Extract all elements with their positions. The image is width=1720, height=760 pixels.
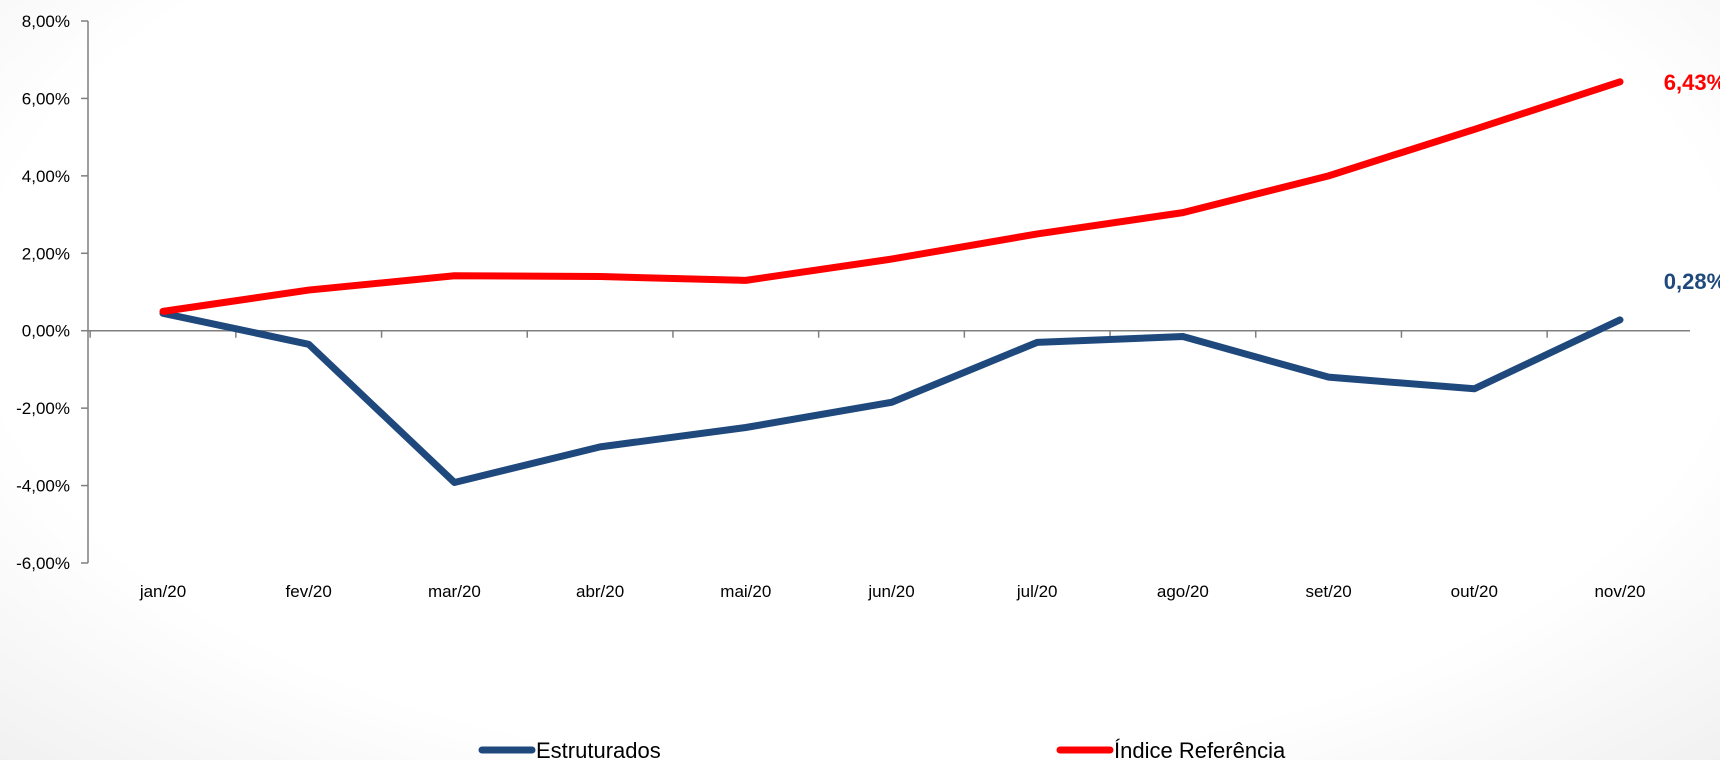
x-tick-label: mai/20 [720,582,771,601]
y-ticks: 8,00% 6,00% 4,00% 2,00% 0,00% -2,00% -4,00% -6,… [16,12,88,573]
y-tick-label: 4,00% [22,167,70,186]
x-tick-label: abr/20 [576,582,624,601]
x-tick-label: fev/20 [286,582,332,601]
x-tick-label: jun/20 [867,582,914,601]
y-tick-label: -4,00% [16,477,70,496]
x-tick-label: ago/20 [1157,582,1209,601]
end-labels: 0,28% 6,43% [1664,70,1720,294]
series-line-estruturados [159,309,1624,486]
y-tick-label: -2,00% [16,399,70,418]
y-tick-label: 8,00% [22,12,70,31]
y-tick-label: 2,00% [22,244,70,263]
x-ticks: jan/20 fev/20 mar/20 abr/20 mai/20 jun/20 jul/… [89,330,1646,601]
y-tick-label: -6,00% [16,554,70,573]
x-tick-label: out/20 [1451,582,1498,601]
x-tick-label: set/20 [1305,582,1351,601]
legend: Estruturados Índice Referência [478,738,1286,760]
end-value-label: 6,43% [1664,70,1720,95]
axes [87,21,1690,563]
legend-label: Estruturados [536,738,661,760]
x-tick-label: mar/20 [428,582,481,601]
legend-label: Índice Referência [1114,738,1286,760]
x-tick-label: nov/20 [1594,582,1645,601]
x-tick-label: jul/20 [1016,582,1058,601]
x-tick-label: jan/20 [139,582,186,601]
end-value-label: 0,28% [1664,269,1720,294]
series-lines [159,78,1624,486]
series-line-indice-referencia [159,78,1624,315]
y-tick-label: 0,00% [22,322,70,341]
y-tick-label: 6,00% [22,89,70,108]
